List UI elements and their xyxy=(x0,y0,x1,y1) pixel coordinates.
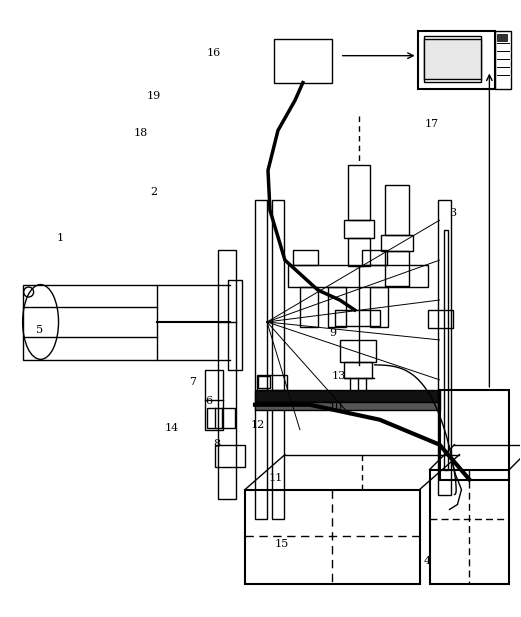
Text: 12: 12 xyxy=(251,420,265,431)
Text: 17: 17 xyxy=(425,119,439,129)
Bar xyxy=(274,39,332,83)
Bar xyxy=(257,375,287,390)
Text: 11: 11 xyxy=(269,473,283,482)
Bar xyxy=(370,287,388,327)
Bar xyxy=(335,310,380,326)
Text: 16: 16 xyxy=(207,48,221,58)
Bar xyxy=(340,340,376,362)
Text: 15: 15 xyxy=(274,539,289,549)
Text: 4: 4 xyxy=(423,556,430,566)
Text: 18: 18 xyxy=(134,128,148,138)
Text: 19: 19 xyxy=(147,91,161,101)
Text: 10: 10 xyxy=(329,402,343,412)
Text: 7: 7 xyxy=(190,378,196,387)
Bar xyxy=(495,31,511,89)
Bar xyxy=(300,287,318,327)
Bar xyxy=(22,285,157,360)
Bar xyxy=(384,185,408,235)
Bar xyxy=(205,370,223,429)
Bar xyxy=(218,250,236,500)
Bar xyxy=(228,280,242,370)
Bar xyxy=(443,230,448,470)
Bar xyxy=(344,362,371,378)
Bar xyxy=(428,310,453,328)
Bar xyxy=(293,250,318,265)
Bar xyxy=(344,220,374,238)
Bar xyxy=(498,34,507,41)
Bar xyxy=(255,390,440,402)
Bar xyxy=(440,390,510,479)
Bar xyxy=(417,31,495,89)
Bar xyxy=(288,265,428,287)
Text: 9: 9 xyxy=(330,328,337,338)
Bar xyxy=(328,287,346,327)
Text: 5: 5 xyxy=(36,325,43,335)
Bar xyxy=(255,402,440,410)
Bar xyxy=(207,408,235,428)
Text: 6: 6 xyxy=(205,395,212,406)
Bar xyxy=(381,235,413,251)
Bar xyxy=(348,238,370,266)
Text: 14: 14 xyxy=(165,423,179,434)
Bar xyxy=(255,201,267,520)
Bar xyxy=(362,250,387,265)
Bar xyxy=(424,39,481,78)
Text: 1: 1 xyxy=(57,233,64,242)
Bar xyxy=(384,251,408,286)
Bar xyxy=(215,445,245,466)
Bar xyxy=(272,201,284,520)
Text: 8: 8 xyxy=(213,439,220,449)
Bar xyxy=(424,36,481,81)
Text: 13: 13 xyxy=(331,371,345,381)
Text: 2: 2 xyxy=(151,186,157,197)
Bar xyxy=(429,470,510,584)
Bar xyxy=(438,201,452,494)
Bar xyxy=(258,376,270,388)
Bar xyxy=(245,489,419,584)
Bar xyxy=(348,165,370,220)
Text: 3: 3 xyxy=(449,208,456,218)
